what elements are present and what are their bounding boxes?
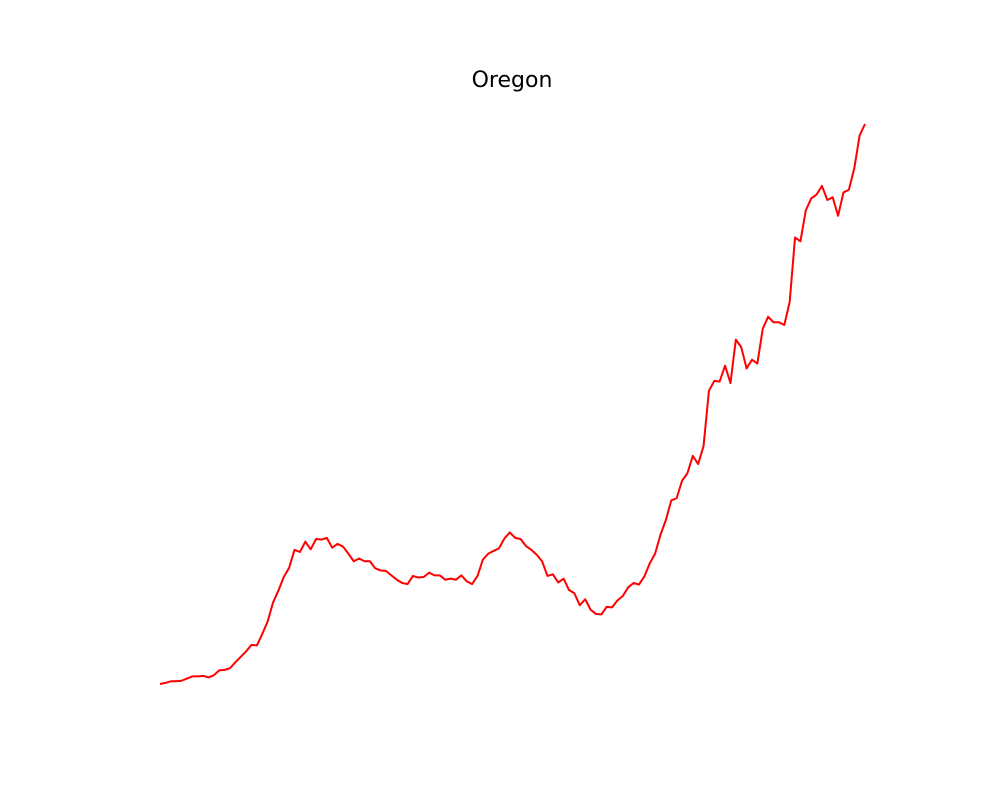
series-layer (159, 123, 866, 685)
series-line-0 (159, 123, 866, 685)
chart-title: Oregon (472, 68, 553, 93)
